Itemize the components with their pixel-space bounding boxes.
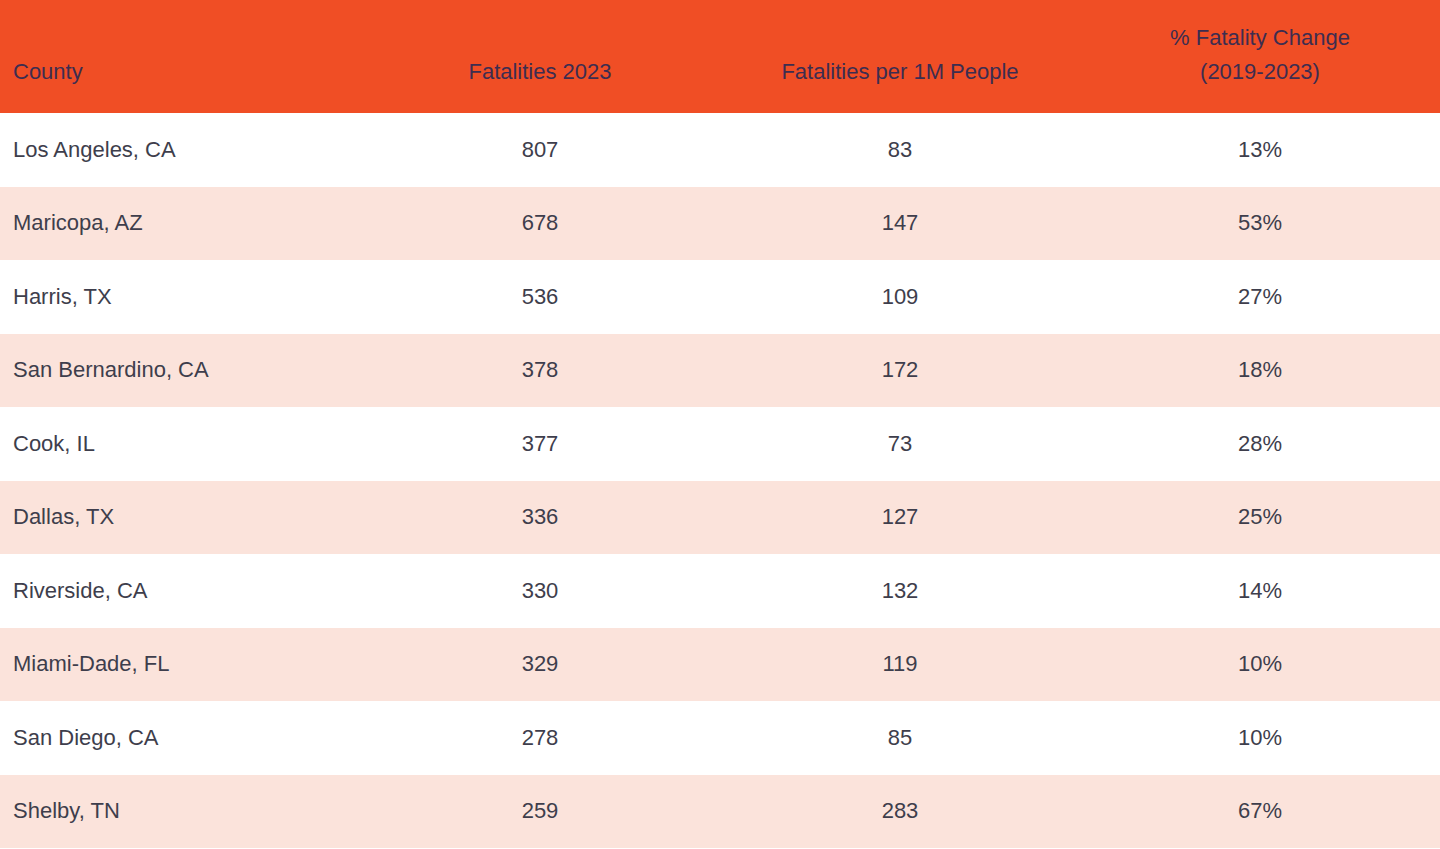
table-body: Los Angeles, CA8078313%Maricopa, AZ67814… [0, 113, 1440, 848]
table-row: San Bernardino, CA37817218% [0, 334, 1440, 408]
fatality-change-cell: 27% [1080, 260, 1440, 334]
fatalities-per-1m-cell: 283 [720, 775, 1080, 849]
table-row: Shelby, TN25928367% [0, 775, 1440, 849]
fatality-change-cell: 53% [1080, 187, 1440, 261]
table-row: Harris, TX53610927% [0, 260, 1440, 334]
fatalities-per-1m-cell: 147 [720, 187, 1080, 261]
fatalities-2023-cell: 378 [360, 334, 720, 408]
fatalities-per-1m-cell: 127 [720, 481, 1080, 555]
col-header-fatality-change: % Fatality Change (2019-2023) [1080, 0, 1440, 113]
fatalities-2023-cell: 678 [360, 187, 720, 261]
table-row: Miami-Dade, FL32911910% [0, 628, 1440, 702]
table-row: Los Angeles, CA8078313% [0, 113, 1440, 187]
fatality-change-cell: 25% [1080, 481, 1440, 555]
col-header-fatalities-2023: Fatalities 2023 [360, 0, 720, 113]
fatality-change-cell: 18% [1080, 334, 1440, 408]
col-header-county: County [0, 0, 360, 113]
fatalities-per-1m-cell: 119 [720, 628, 1080, 702]
county-fatalities-table: County Fatalities 2023 Fatalities per 1M… [0, 0, 1440, 848]
fatalities-2023-cell: 807 [360, 113, 720, 187]
table-row: Dallas, TX33612725% [0, 481, 1440, 555]
fatality-change-cell: 67% [1080, 775, 1440, 849]
fatalities-per-1m-cell: 132 [720, 554, 1080, 628]
county-cell: San Diego, CA [0, 701, 360, 775]
fatalities-per-1m-cell: 85 [720, 701, 1080, 775]
fatalities-per-1m-cell: 73 [720, 407, 1080, 481]
table-row: Riverside, CA33013214% [0, 554, 1440, 628]
table-row: San Diego, CA2788510% [0, 701, 1440, 775]
county-cell: Maricopa, AZ [0, 187, 360, 261]
fatality-change-cell: 14% [1080, 554, 1440, 628]
fatalities-per-1m-cell: 109 [720, 260, 1080, 334]
fatalities-2023-cell: 330 [360, 554, 720, 628]
fatalities-per-1m-cell: 172 [720, 334, 1080, 408]
county-cell: Riverside, CA [0, 554, 360, 628]
fatalities-2023-cell: 536 [360, 260, 720, 334]
county-cell: Los Angeles, CA [0, 113, 360, 187]
county-cell: Miami-Dade, FL [0, 628, 360, 702]
county-cell: Cook, IL [0, 407, 360, 481]
col-header-fatalities-per-1m: Fatalities per 1M People [720, 0, 1080, 113]
table-row: Maricopa, AZ67814753% [0, 187, 1440, 261]
fatality-change-cell: 10% [1080, 628, 1440, 702]
county-cell: Shelby, TN [0, 775, 360, 849]
fatalities-per-1m-cell: 83 [720, 113, 1080, 187]
county-cell: Harris, TX [0, 260, 360, 334]
fatalities-2023-cell: 377 [360, 407, 720, 481]
header-row: County Fatalities 2023 Fatalities per 1M… [0, 0, 1440, 113]
fatality-change-cell: 10% [1080, 701, 1440, 775]
fatalities-2023-cell: 259 [360, 775, 720, 849]
fatalities-2023-cell: 278 [360, 701, 720, 775]
county-cell: Dallas, TX [0, 481, 360, 555]
fatality-change-cell: 13% [1080, 113, 1440, 187]
fatality-change-cell: 28% [1080, 407, 1440, 481]
fatalities-2023-cell: 336 [360, 481, 720, 555]
fatalities-2023-cell: 329 [360, 628, 720, 702]
table-row: Cook, IL3777328% [0, 407, 1440, 481]
county-cell: San Bernardino, CA [0, 334, 360, 408]
